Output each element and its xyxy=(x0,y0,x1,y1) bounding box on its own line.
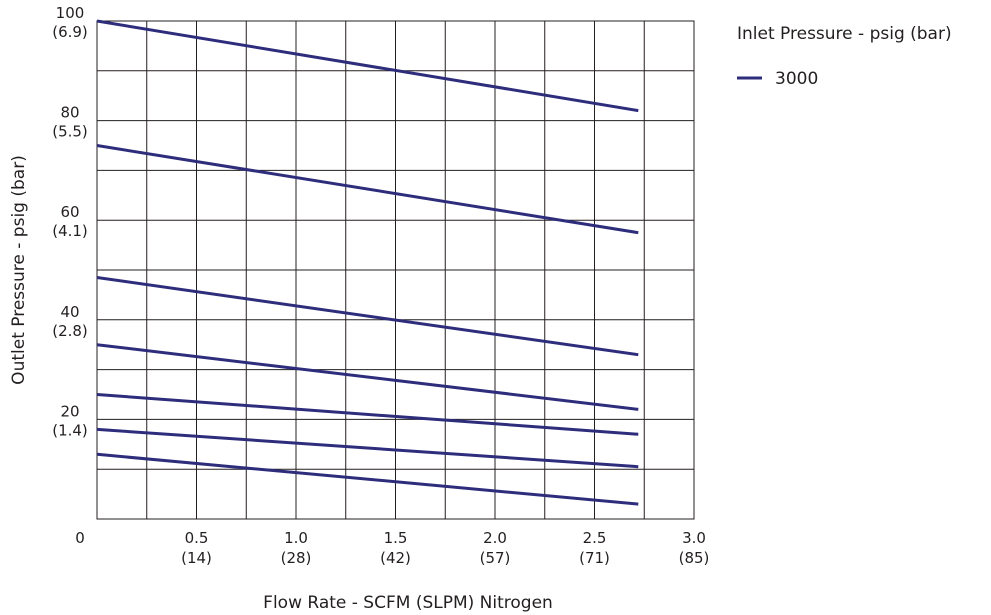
legend: Inlet Pressure - psig (bar) 3000 xyxy=(737,24,952,89)
series-line-5 xyxy=(96,393,639,436)
x-tick-label: 3.0 xyxy=(682,529,706,547)
series-line-1 xyxy=(96,19,639,113)
series-line-3 xyxy=(96,276,639,357)
x-tick-label: 1.5 xyxy=(384,529,408,547)
x-tick-label: 2.0 xyxy=(483,529,507,547)
y-tick-label: 40 xyxy=(60,303,79,321)
x-tick-labels: 0 0.5 (14) 1.0 (28) 1.5 (42) 2.0 (57) 2.5 (71) 3.0 (… xyxy=(75,529,709,567)
x-tick-sublabel: (42) xyxy=(380,549,411,567)
y-tick-sublabel: (4.1) xyxy=(52,222,88,240)
series-line-7 xyxy=(96,452,639,506)
y-axis-title: Outlet Pressure - psig (bar) xyxy=(9,155,29,385)
x-tick-label: 0.5 xyxy=(185,529,209,547)
y-tick-sublabel: (5.5) xyxy=(52,123,88,141)
x-tick-sublabel: (28) xyxy=(281,549,312,567)
x-tick-sublabel: (71) xyxy=(579,549,610,567)
series-line-6 xyxy=(96,427,639,469)
grid xyxy=(96,20,695,520)
x-tick-label: 2.5 xyxy=(583,529,607,547)
y-tick-label: 80 xyxy=(60,104,79,122)
x-axis-title: Flow Rate - SCFM (SLPM) Nitrogen xyxy=(263,593,553,613)
y-tick-labels: 20(1.4) 40(2.8) 60(4.1) 80(5.5) 100(6.9) xyxy=(52,4,88,439)
y-tick-sublabel: (1.4) xyxy=(52,421,88,439)
y-tick-label: 60 xyxy=(60,203,79,221)
legend-label: 3000 xyxy=(775,69,818,89)
y-tick-sublabel: (2.8) xyxy=(52,322,88,340)
y-tick-label: 20 xyxy=(60,402,79,420)
y-tick-label: 100 xyxy=(56,4,85,22)
x-tick-sublabel: (85) xyxy=(679,549,710,567)
x-tick-label: 0 xyxy=(75,529,85,547)
series-lines xyxy=(96,19,639,506)
series-line-2 xyxy=(96,144,639,235)
legend-title: Inlet Pressure - psig (bar) xyxy=(737,24,952,44)
series-line-4 xyxy=(96,343,639,411)
x-tick-sublabel: (14) xyxy=(181,549,212,567)
x-tick-label: 1.0 xyxy=(284,529,308,547)
x-tick-sublabel: (57) xyxy=(480,549,511,567)
y-tick-sublabel: (6.9) xyxy=(52,23,88,41)
